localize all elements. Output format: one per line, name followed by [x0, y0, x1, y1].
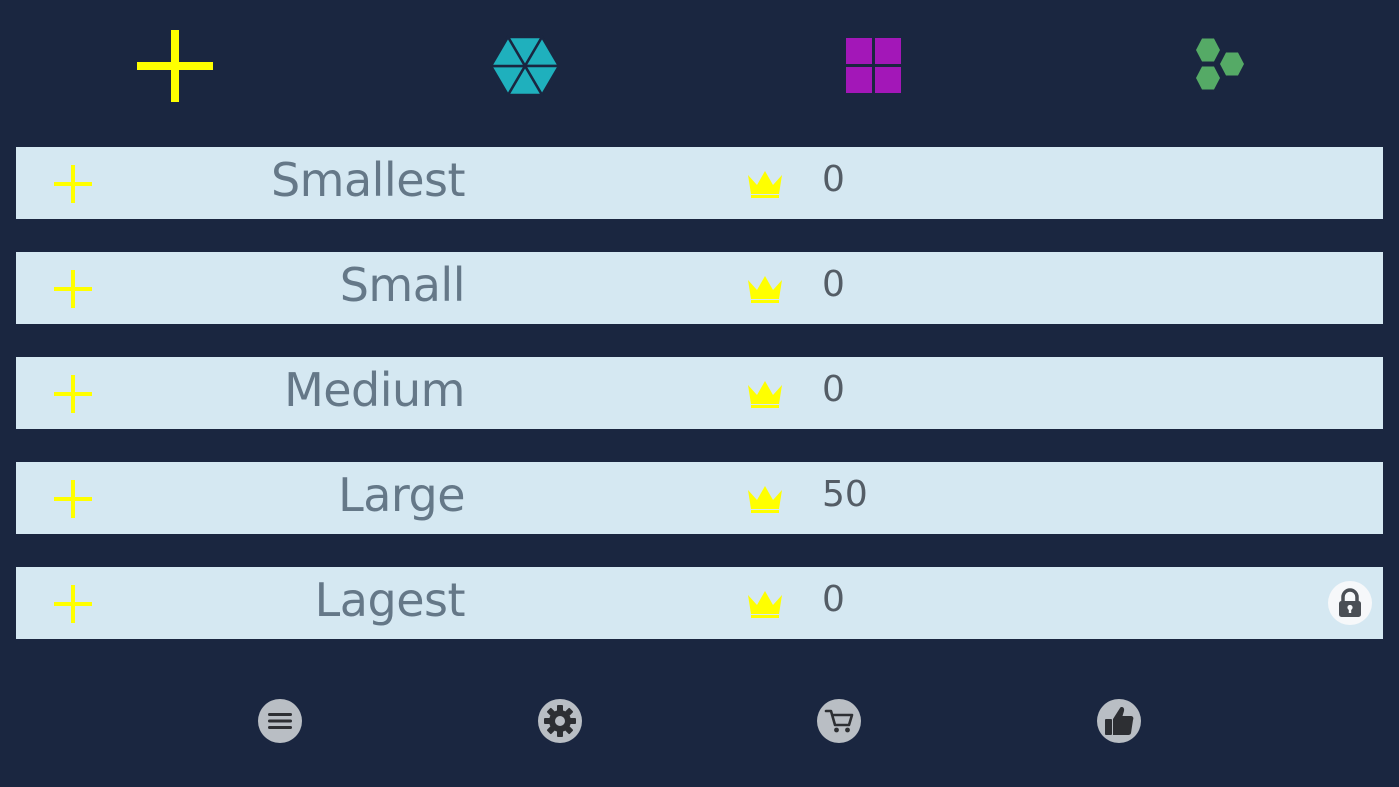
plus-icon	[54, 585, 92, 623]
menu-icon	[268, 713, 292, 729]
level-score: 0	[822, 159, 845, 200]
mode-tab-plus[interactable]	[125, 20, 225, 112]
level-row-smallest[interactable]: Smallest 0	[16, 147, 1383, 219]
level-name: Medium	[284, 363, 465, 417]
crown-icon	[748, 381, 782, 408]
level-score: 0	[822, 579, 845, 620]
level-name: Smallest	[270, 153, 466, 207]
plus-shape-icon	[137, 30, 213, 102]
crown-icon	[748, 171, 782, 198]
plus-icon	[54, 165, 92, 203]
crown-icon	[748, 276, 782, 303]
hex-cluster-icon	[1196, 38, 1244, 90]
cart-icon	[824, 709, 854, 733]
rate-button[interactable]	[1097, 699, 1141, 743]
level-name: Lagest	[314, 573, 466, 627]
crown-icon	[748, 591, 782, 618]
level-score: 0	[822, 264, 845, 305]
level-name: Large	[338, 468, 465, 522]
thumbs-up-icon	[1105, 707, 1134, 735]
plus-icon	[54, 375, 92, 413]
hexagon-triangles-icon	[490, 35, 560, 97]
square-grid-icon	[846, 38, 901, 93]
level-name: Small	[339, 258, 466, 312]
settings-button[interactable]	[538, 699, 582, 743]
gear-icon	[544, 705, 576, 737]
mode-tab-square[interactable]	[824, 20, 924, 112]
level-row-lagest[interactable]: Lagest 0	[16, 567, 1383, 639]
plus-icon	[54, 480, 92, 518]
mode-tab-hexagon[interactable]	[1174, 20, 1274, 112]
level-row-medium[interactable]: Medium 0	[16, 357, 1383, 429]
menu-button[interactable]	[258, 699, 302, 743]
level-score: 0	[822, 369, 845, 410]
level-score: 50	[822, 474, 868, 515]
shop-button[interactable]	[817, 699, 861, 743]
plus-icon	[54, 270, 92, 308]
crown-icon	[748, 486, 782, 513]
mode-tab-triangle[interactable]	[475, 20, 575, 112]
level-row-large[interactable]: Large 50	[16, 462, 1383, 534]
level-row-small[interactable]: Small 0	[16, 252, 1383, 324]
lock-icon	[1328, 581, 1372, 625]
